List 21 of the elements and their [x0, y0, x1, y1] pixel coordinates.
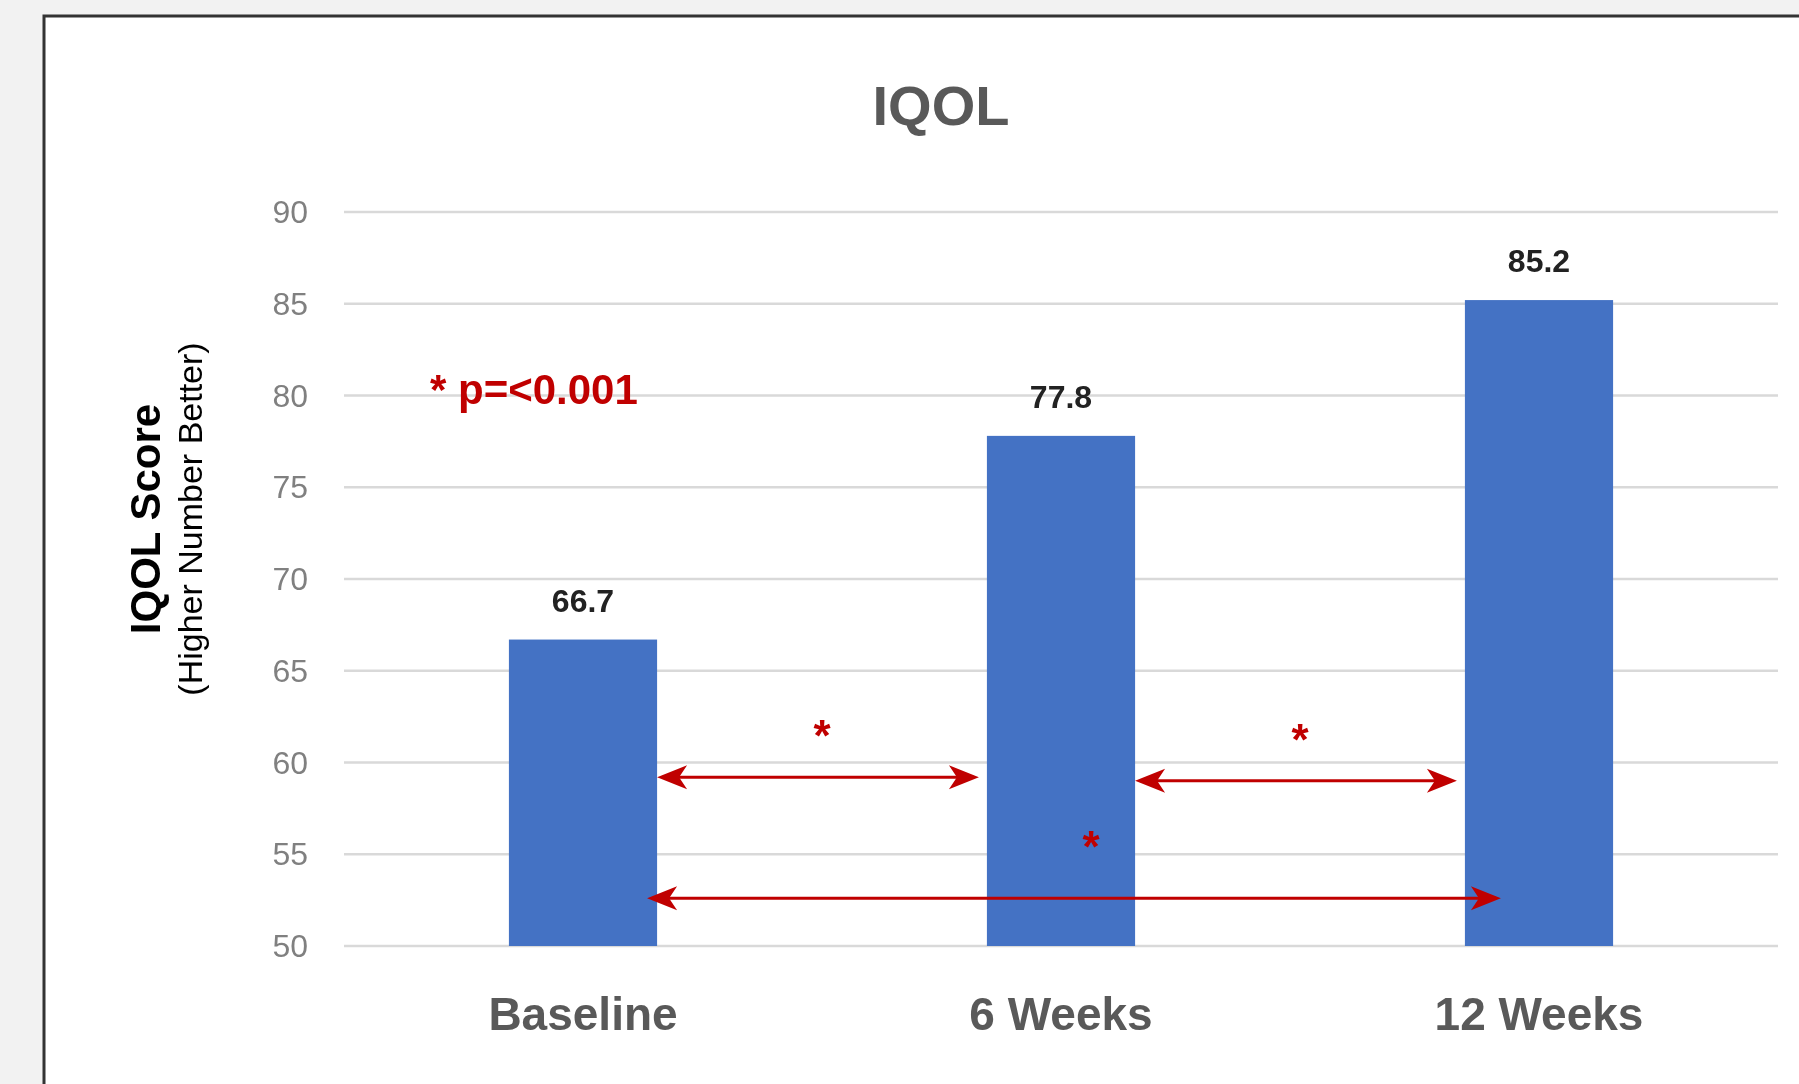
y-tick-label: 65 [272, 652, 308, 689]
data-label: 85.2 [1507, 243, 1571, 280]
y-tick-label: 55 [272, 836, 308, 873]
x-tick-label: 6 Weeks [969, 988, 1153, 1040]
y-tick-label: 80 [272, 377, 308, 414]
y-tick-label: 50 [272, 928, 308, 965]
chart-title: IQOL [872, 74, 1010, 137]
data-label: 66.7 [551, 582, 615, 619]
y-axis-title: IQOL Score (Higher Number Better) [122, 342, 209, 696]
annotation: * [813, 711, 832, 761]
data-label: 77.8 [1029, 378, 1093, 415]
y-tick-label: 75 [272, 469, 308, 506]
y-tick-label: 70 [272, 561, 308, 598]
annotation: * [1291, 715, 1310, 765]
x-tick-label: 12 Weeks [1434, 988, 1644, 1040]
y-tick-label: 90 [272, 194, 308, 231]
y-tick-label: 60 [272, 744, 308, 781]
annotation: * p=<0.001 [430, 366, 638, 413]
y-tick-label: 85 [272, 285, 308, 322]
x-tick-label: Baseline [488, 988, 678, 1040]
annotation: * [1082, 821, 1101, 871]
